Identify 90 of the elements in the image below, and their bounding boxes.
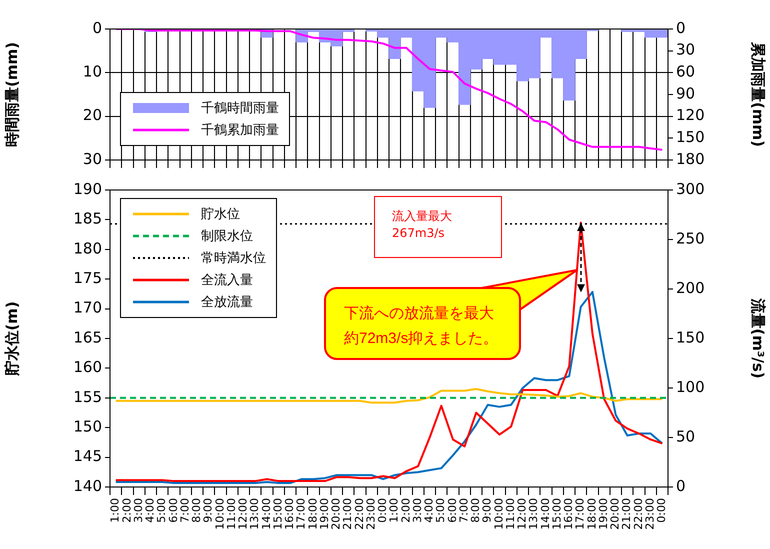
- annotation: 流入量最大 267m3/s: [392, 208, 452, 242]
- y-axis-title: 貯水位(m): [2, 301, 21, 377]
- y-tick-label: 160: [73, 358, 102, 376]
- x-tick-label: 3:00: [132, 498, 145, 523]
- legend-label: 常時満水位: [201, 250, 266, 267]
- x-tick-label: 6:00: [166, 498, 180, 523]
- legend-label: 千鶴時間雨量: [201, 100, 279, 117]
- y2-tick-label: 150: [676, 328, 705, 346]
- x-tick-label: 15:00: [271, 498, 284, 530]
- x-tick-label: 14:00: [538, 498, 552, 530]
- x-tick-label: 22:00: [352, 498, 366, 530]
- y-tick-label: 10: [82, 62, 102, 81]
- y-tick-label: 20: [82, 106, 102, 124]
- x-tick-label: 10:00: [213, 498, 226, 530]
- x-tick-label: 14:00: [260, 498, 273, 530]
- y-tick-label: 150: [73, 417, 102, 436]
- legend-label: 制限水位: [201, 228, 253, 245]
- y-axis-title: 時間雨量(mm): [2, 42, 21, 147]
- x-tick-label: 19:00: [318, 498, 331, 530]
- x-tick-label: 8:00: [469, 498, 482, 523]
- x-tick-label: 21:00: [341, 498, 354, 530]
- y2-tick-label: 30: [676, 40, 696, 59]
- x-tick-label: 12:00: [516, 498, 529, 530]
- x-tick-label: 11:00: [224, 498, 238, 530]
- x-tick-label: 16:00: [562, 498, 576, 530]
- y-tick-label: 175: [73, 268, 102, 287]
- x-tick-label: 9:00: [202, 498, 215, 523]
- y2-tick-label: 0: [676, 476, 686, 495]
- legend-label: 全流入量: [201, 272, 253, 289]
- y-tick-label: 190: [73, 180, 102, 198]
- y2-tick-label: 60: [676, 62, 696, 81]
- x-tick-label: 1:00: [108, 498, 122, 523]
- y-tick-label: 185: [73, 210, 102, 228]
- x-tick-label: 2:00: [120, 498, 134, 523]
- x-tick-label: 22:00: [632, 498, 645, 530]
- x-tick-label: 8:00: [190, 498, 204, 523]
- x-tick-label: 3:00: [410, 498, 424, 523]
- x-tick-label: 19:00: [596, 498, 610, 530]
- y2-tick-label: 250: [676, 229, 705, 248]
- y-tick-label: 0: [92, 18, 102, 37]
- x-tick-label: 18:00: [306, 498, 320, 530]
- y2-axis-title: 累加雨量(mm): [749, 41, 768, 147]
- y-tick-label: 165: [73, 328, 102, 346]
- x-tick-label: 9:00: [480, 498, 494, 523]
- y2-tick-label: 180: [676, 150, 705, 168]
- x-tick-label: 5:00: [155, 498, 168, 523]
- legend-label: 全放流量: [201, 294, 253, 311]
- annotation: 下流への放流量を最大約72m3/s抑えました。: [344, 304, 500, 349]
- y2-tick-label: 50: [676, 427, 696, 446]
- x-tick-label: 0:00: [655, 498, 668, 523]
- x-tick-label: 15:00: [550, 498, 564, 530]
- y2-tick-label: 100: [676, 378, 705, 396]
- x-tick-label: 11:00: [504, 498, 517, 530]
- x-tick-label: 5:00: [434, 498, 448, 523]
- y-tick-label: 155: [73, 388, 102, 406]
- x-tick-label: 23:00: [364, 498, 378, 530]
- x-tick-label: 20:00: [608, 498, 622, 530]
- y-tick-label: 180: [73, 239, 102, 258]
- y2-tick-label: 150: [676, 128, 705, 146]
- y2-axis-title: 流量(m³/s): [749, 297, 768, 379]
- x-tick-label: 20:00: [330, 498, 343, 530]
- x-tick-label: 2:00: [399, 498, 412, 523]
- x-tick-label: 13:00: [248, 498, 262, 530]
- x-tick-label: 10:00: [492, 498, 506, 530]
- x-tick-label: 4:00: [422, 498, 436, 523]
- y2-tick-label: 90: [676, 84, 696, 102]
- y2-tick-label: 120: [676, 106, 705, 124]
- y-tick-label: 140: [73, 476, 102, 495]
- x-tick-label: 7:00: [178, 498, 192, 523]
- y-tick-label: 30: [82, 150, 102, 168]
- x-tick-label: 18:00: [585, 498, 598, 530]
- x-tick-label: 23:00: [643, 498, 656, 530]
- x-tick-label: 6:00: [446, 498, 459, 523]
- y2-tick-label: 200: [676, 278, 705, 297]
- x-tick-label: 4:00: [144, 498, 157, 523]
- x-tick-label: 17:00: [574, 498, 587, 530]
- y-tick-label: 145: [73, 447, 102, 466]
- x-tick-label: 12:00: [236, 498, 250, 530]
- x-tick-label: 13:00: [527, 498, 540, 530]
- x-tick-label: 16:00: [283, 498, 296, 530]
- y2-tick-label: 300: [676, 180, 705, 198]
- y-tick-label: 170: [73, 298, 102, 317]
- y2-tick-label: 0: [676, 18, 686, 37]
- legend-label: 千鶴累加雨量: [201, 122, 279, 139]
- x-tick-label: 17:00: [294, 498, 308, 530]
- x-tick-label: 1:00: [388, 498, 401, 523]
- x-tick-label: 21:00: [620, 498, 634, 530]
- x-tick-label: 7:00: [457, 498, 470, 523]
- legend-label: 貯水位: [201, 206, 240, 223]
- x-tick-label: 0:00: [376, 498, 390, 523]
